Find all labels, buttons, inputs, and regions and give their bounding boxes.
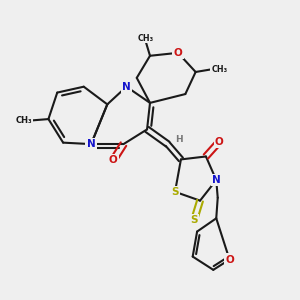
Text: H: H [175,135,183,144]
Text: S: S [190,215,198,225]
Text: O: O [109,155,118,165]
Text: CH₃: CH₃ [137,34,154,43]
Text: S: S [171,187,179,197]
Text: O: O [174,48,182,58]
Text: N: N [87,139,95,149]
Text: O: O [215,137,224,147]
Text: O: O [225,254,234,265]
Text: CH₃: CH₃ [211,64,227,74]
Text: N: N [122,82,131,92]
Text: CH₃: CH₃ [15,116,32,125]
Text: N: N [212,175,220,185]
